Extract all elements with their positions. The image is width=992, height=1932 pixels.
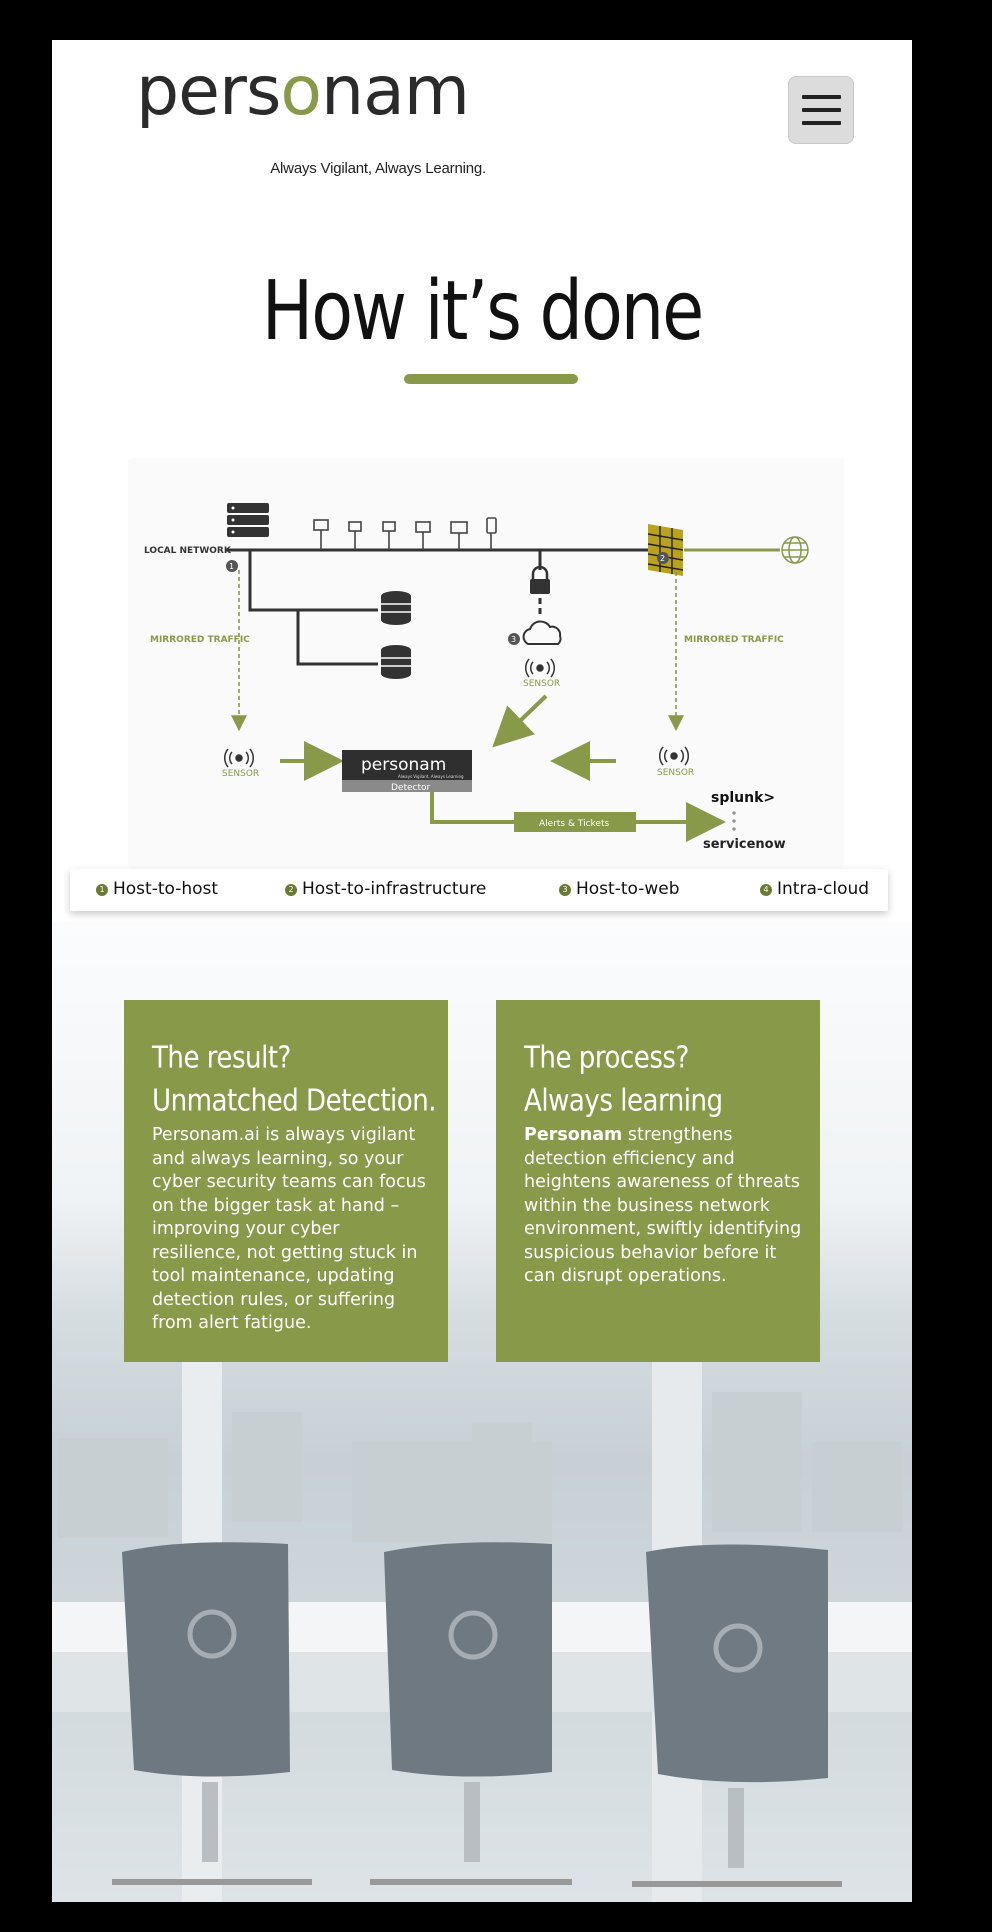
chair [370, 1542, 572, 1885]
logo-o: o [280, 52, 322, 131]
page: personam Always Vigilant, Always Learnin… [52, 40, 912, 1902]
lock-icon [530, 565, 550, 594]
legend-item-intra-cloud: 4 Intra-cloud [760, 879, 869, 899]
sensor-icon [224, 748, 254, 768]
svg-text:2: 2 [660, 554, 665, 563]
svg-text:MIRRORED TRAFFIC: MIRRORED TRAFFIC [684, 635, 784, 645]
network-diagram: LOCAL NETWORK [128, 458, 844, 868]
cloud-icon [522, 620, 562, 645]
card-title: The result? Unmatched Detection. [152, 1039, 437, 1118]
local-network-label: LOCAL NETWORK [144, 546, 232, 556]
office-photo [52, 1362, 912, 1902]
svg-text:Detector: Detector [391, 783, 431, 793]
card-body: Personam.ai is always vigilant and alway… [152, 1125, 426, 1333]
sensor-icon [525, 658, 555, 678]
card-title: The process? Always learning [524, 1039, 723, 1118]
alerts-box [514, 812, 636, 832]
detector-box: personam Always Vigilant, Always Learnin… [342, 750, 472, 793]
menu-button[interactable] [788, 76, 854, 144]
section-title: How it’s done [261, 262, 704, 359]
svg-text:servicenow: servicenow [703, 837, 786, 852]
svg-text:1: 1 [229, 562, 234, 571]
network-diagram-svg: LOCAL NETWORK [144, 503, 809, 852]
svg-text:SENSOR: SENSOR [222, 769, 259, 779]
legend-item-host-to-web: 3 Host-to-web [559, 879, 680, 899]
svg-text:splunk>: splunk> [711, 790, 775, 806]
hamburger-icon [802, 108, 841, 112]
svg-text:Always Vigilant, Always Learni: Always Vigilant, Always Learning [398, 774, 464, 779]
svg-text:SENSOR: SENSOR [523, 679, 560, 689]
svg-text:Alerts & Tickets: Alerts & Tickets [539, 819, 609, 829]
svg-text:personam: personam [361, 755, 446, 775]
sensor-icon [659, 746, 689, 766]
device-icons [313, 517, 497, 550]
legend-item-host-to-infrastructure: 2 Host-to-infrastructure [285, 879, 486, 899]
globe-icon [781, 536, 809, 564]
server-icon [227, 503, 269, 537]
svg-text:SENSOR: SENSOR [657, 768, 694, 778]
logo[interactable]: personam Always Vigilant, Always Learnin… [136, 58, 486, 178]
legend-item-host-to-host: 1 Host-to-host [96, 879, 218, 899]
card-body: Personam strengthens detection efficienc… [524, 1125, 802, 1286]
hamburger-icon [802, 121, 841, 125]
database-icon [381, 591, 411, 625]
office-background: The result? Unmatched Detection. Persona… [52, 922, 912, 1902]
result-card: The result? Unmatched Detection. Persona… [124, 1000, 448, 1362]
chair [632, 1544, 842, 1887]
firewall-icon [647, 524, 684, 576]
svg-text:3: 3 [511, 635, 516, 644]
logo-tagline: Always Vigilant, Always Learning. [270, 160, 486, 177]
process-card: The process? Always learning Personam st… [496, 1000, 820, 1362]
logo-wordmark: personam [136, 52, 470, 131]
title-underline [404, 374, 578, 384]
chair [112, 1542, 312, 1885]
database-icon [381, 645, 411, 679]
svg-text:MIRRORED TRAFFIC: MIRRORED TRAFFIC [150, 635, 250, 645]
hamburger-icon [802, 95, 841, 99]
